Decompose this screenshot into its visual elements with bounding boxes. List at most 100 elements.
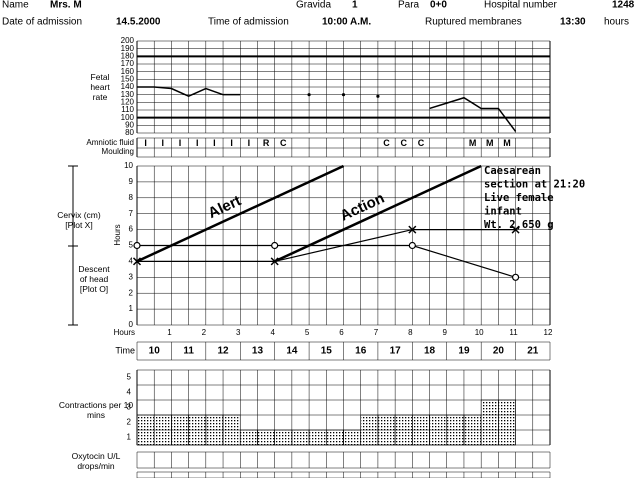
y-tick-label: 5 bbox=[127, 373, 132, 382]
amniotic-entry: I bbox=[196, 138, 199, 148]
y-tick-label: 200 bbox=[121, 36, 135, 45]
y-tick-label: 7 bbox=[129, 209, 134, 218]
contraction-bar bbox=[463, 414, 482, 446]
contraction-bar bbox=[136, 414, 155, 446]
contraction-bar bbox=[308, 429, 327, 446]
contraction-bar bbox=[153, 414, 172, 446]
time-value: 18 bbox=[424, 346, 436, 357]
contraction-bar bbox=[394, 414, 413, 446]
amniotic-label: Amniotic fluid bbox=[86, 138, 134, 147]
guide-label: Alert bbox=[206, 192, 244, 222]
time-value: 15 bbox=[321, 346, 333, 357]
x-tick-label: 5 bbox=[305, 328, 310, 337]
contraction-bar bbox=[377, 414, 396, 446]
contraction-bar bbox=[239, 429, 258, 446]
fhr-line bbox=[137, 86, 241, 98]
amniotic-entry: I bbox=[179, 138, 182, 148]
y-tick-label: 140 bbox=[121, 82, 135, 91]
y-tick-label: 1 bbox=[127, 433, 132, 442]
amniotic-entry: R bbox=[263, 138, 270, 148]
annotation: Live female bbox=[484, 192, 554, 204]
annotation: section at 21:20 bbox=[484, 179, 585, 191]
x-tick-label: 12 bbox=[544, 328, 553, 337]
membranes-time: 13:30 bbox=[560, 17, 586, 28]
fhr-label: Fetal heart rate bbox=[90, 72, 110, 102]
y-tick-label: 6 bbox=[129, 225, 134, 234]
time-value: 17 bbox=[390, 346, 402, 357]
time-value: 19 bbox=[458, 346, 470, 357]
contraction-bar bbox=[222, 414, 241, 446]
contraction-bar bbox=[412, 414, 430, 446]
contractions-label: Contractions per 10 mins bbox=[58, 400, 134, 420]
x-tick-label: 6 bbox=[339, 328, 344, 337]
contraction-bar bbox=[188, 414, 207, 446]
contraction-bar bbox=[446, 414, 465, 446]
contraction-bar bbox=[498, 399, 516, 446]
y-axis-label: Hours bbox=[113, 224, 122, 245]
time-label: Time bbox=[115, 345, 135, 355]
contraction-bar bbox=[325, 429, 344, 446]
amniotic-entry: C bbox=[400, 138, 407, 148]
cervix-label: Cervix (cm) [Plot X] bbox=[57, 210, 101, 230]
hospital-label: Hospital number bbox=[484, 0, 557, 11]
descent-marker bbox=[133, 241, 141, 250]
cervix-bracket bbox=[68, 165, 78, 326]
time-value: 14 bbox=[286, 346, 298, 357]
y-tick-label: 80 bbox=[125, 128, 134, 137]
descent-label: Descent of head [Plot O] bbox=[78, 264, 110, 294]
annotation: Wt. 2,650 g bbox=[484, 219, 554, 231]
y-tick-label: 160 bbox=[121, 67, 135, 76]
y-tick-label: 4 bbox=[129, 257, 134, 266]
fhr-point bbox=[376, 94, 380, 98]
y-tick-label: 130 bbox=[121, 90, 135, 99]
x-tick-label: 7 bbox=[374, 328, 379, 337]
membranes-unit: hours bbox=[604, 17, 629, 28]
fhr-point bbox=[341, 93, 346, 97]
x-tick-label: 8 bbox=[408, 328, 413, 337]
y-tick-label: 5 bbox=[129, 241, 134, 250]
contraction-bar bbox=[360, 414, 379, 446]
contraction-bar bbox=[205, 414, 224, 446]
amniotic-entry: I bbox=[162, 138, 165, 148]
y-tick-label: 9 bbox=[129, 177, 134, 186]
time-value: 13 bbox=[252, 346, 264, 357]
amniotic-entry: C bbox=[383, 138, 390, 148]
guide-label: Action bbox=[338, 190, 387, 225]
y-tick-label: 0 bbox=[129, 320, 134, 329]
membranes-label: Ruptured membranes bbox=[425, 17, 522, 28]
gravida-value: 1 bbox=[352, 0, 358, 11]
time-value: 21 bbox=[527, 346, 539, 357]
y-tick-label: 3 bbox=[129, 272, 134, 281]
name-label: Name bbox=[2, 0, 29, 11]
contraction-bar bbox=[343, 429, 362, 446]
annotation: infant bbox=[484, 206, 522, 218]
para-value: 0+0 bbox=[430, 0, 447, 11]
contraction-bar bbox=[274, 429, 293, 446]
x-tick-label: 1 bbox=[167, 328, 172, 337]
name-value: Mrs. M bbox=[50, 0, 82, 11]
oxytocin-label: Oxytocin U/L drops/min bbox=[71, 451, 121, 471]
contraction-bar bbox=[171, 414, 189, 446]
y-tick-label: 10 bbox=[124, 161, 133, 170]
cervix-marker bbox=[511, 225, 520, 234]
annotation: Caesarean bbox=[484, 165, 541, 177]
fhr-point bbox=[307, 93, 311, 97]
amniotic-entry: C bbox=[418, 138, 425, 148]
time-value: 12 bbox=[217, 346, 229, 357]
time-value: 10 bbox=[149, 346, 161, 357]
admission-time: 10:00 A.M. bbox=[322, 17, 371, 28]
series-line bbox=[137, 244, 516, 278]
x-tick-label: 9 bbox=[443, 328, 448, 337]
moulding-label: Moulding bbox=[102, 147, 134, 156]
amniotic-entry: I bbox=[248, 138, 251, 148]
y-tick-label: 170 bbox=[121, 59, 135, 68]
amniotic-entry: M bbox=[503, 138, 511, 148]
amniotic-entry: I bbox=[230, 138, 233, 148]
contraction-bar bbox=[257, 429, 275, 446]
amniotic-entry: I bbox=[144, 138, 147, 148]
y-tick-label: 180 bbox=[121, 51, 135, 60]
y-tick-label: 2 bbox=[127, 418, 132, 427]
x-tick-label: 4 bbox=[270, 328, 275, 337]
admission-date: 14.5.2000 bbox=[116, 17, 161, 28]
